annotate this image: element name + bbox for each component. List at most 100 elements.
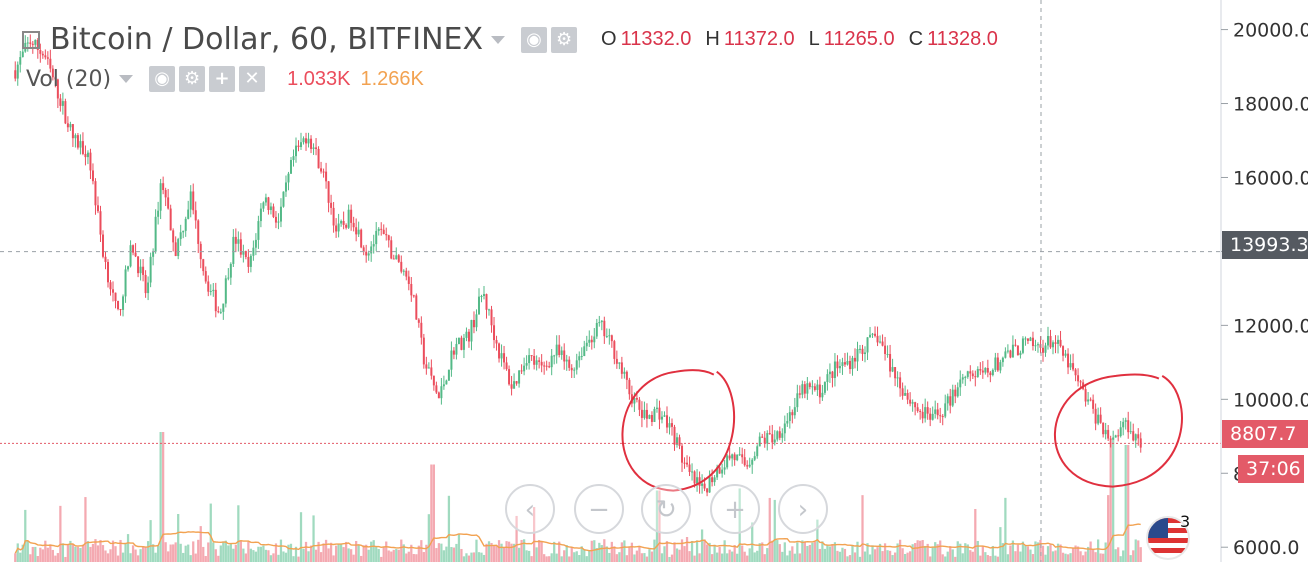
last-price-tag: 8807.7 (1222, 420, 1308, 448)
volume-bar (327, 548, 330, 562)
chevron-down-icon[interactable] (119, 75, 134, 83)
candle-body (472, 319, 475, 328)
close-icon[interactable]: ✕ (239, 66, 266, 92)
eye-icon[interactable]: ◉ (149, 66, 176, 92)
candle-body (177, 239, 180, 256)
zoom-in-button[interactable]: + (710, 484, 760, 534)
volume-bar (916, 540, 919, 562)
candle-body (593, 336, 596, 343)
volume-bar (893, 552, 897, 562)
candle-body (420, 322, 423, 338)
volume-bar (410, 544, 413, 562)
zoom-out-button[interactable]: − (574, 484, 624, 534)
candle-body (706, 488, 709, 493)
candle-body (244, 251, 247, 258)
volume-bar (548, 556, 551, 562)
gear-icon[interactable]: ⚙ (551, 26, 578, 53)
candle-body (1011, 344, 1014, 358)
volume-bar (949, 546, 952, 562)
candle-body (39, 50, 42, 54)
plus-icon[interactable]: + (209, 66, 236, 92)
candle-body (944, 403, 947, 417)
volume-bar (480, 552, 483, 562)
candle-body (871, 333, 874, 335)
candle-body (788, 412, 791, 421)
gear-icon[interactable]: ⚙ (179, 66, 206, 92)
notification-badge: 3 (1180, 512, 1191, 531)
volume-bar (59, 505, 62, 562)
candle-body (1016, 345, 1019, 356)
volume-bar (352, 554, 355, 562)
volume-bar (157, 545, 160, 562)
volume-bar (635, 550, 639, 562)
candle-body (936, 409, 939, 416)
volume-bar (282, 551, 285, 562)
candle-body (207, 281, 210, 292)
volume-bar (713, 544, 716, 562)
candle-body (34, 39, 37, 45)
volume-bar (871, 545, 874, 562)
candle-body (585, 342, 588, 347)
candle-body (84, 153, 87, 158)
candle-body (731, 454, 734, 459)
volume-label[interactable]: Vol (20) (26, 66, 112, 92)
scroll-right-button[interactable]: › (778, 484, 828, 534)
volume-bar (314, 549, 318, 562)
collapse-icon[interactable] (22, 30, 40, 49)
volume-bar (1006, 554, 1010, 562)
volume-bar (783, 542, 786, 562)
volume-bar (1076, 546, 1080, 562)
candle-body (247, 257, 250, 267)
scroll-left-button[interactable]: ‹ (505, 484, 555, 534)
candle-body (693, 471, 696, 484)
volume-bar (1066, 554, 1070, 562)
flag-icon[interactable] (1146, 516, 1190, 560)
candle-body (851, 357, 854, 370)
volume-bar (197, 539, 200, 562)
symbol-title[interactable]: Bitcoin / Dollar, 60, BITFINEX (50, 22, 484, 57)
candle-body (999, 362, 1002, 371)
volume-bar (19, 552, 22, 562)
volume-bar (921, 540, 924, 562)
candle-body (302, 138, 305, 143)
volume-bar (482, 554, 486, 562)
volume-bar (405, 553, 408, 562)
candle-body (127, 266, 130, 270)
candle-body (633, 397, 636, 404)
candle-body (831, 371, 834, 379)
candle-body (525, 363, 528, 366)
volume-bar (204, 556, 207, 562)
volume-bar (222, 541, 225, 562)
volume-bar (334, 545, 338, 562)
candle-body (1049, 336, 1052, 348)
volume-bar (645, 556, 649, 562)
candle-body (518, 370, 521, 384)
volume-bar (883, 543, 887, 562)
candle-body (971, 373, 974, 377)
candle-body (803, 384, 806, 394)
chevron-down-icon[interactable] (491, 35, 506, 44)
candle-body (688, 464, 691, 472)
candle-body (310, 138, 313, 149)
volume-bar (497, 540, 501, 562)
candle-body (540, 361, 543, 366)
candle-body (1134, 434, 1137, 441)
candle-body (465, 331, 468, 338)
candle-body (407, 276, 410, 284)
candle-body (340, 221, 343, 224)
volume-bar (530, 556, 533, 562)
volume-bar (207, 542, 210, 562)
volume-bar (974, 508, 977, 562)
volume-bar (212, 542, 215, 562)
volume-bar (91, 543, 95, 562)
candle-body (372, 244, 375, 247)
reset-chart-button[interactable]: ↻ (641, 484, 691, 534)
volume-bar (838, 551, 842, 562)
volume-bar (427, 514, 430, 562)
candle-body (816, 384, 819, 390)
candle-body (796, 393, 799, 408)
eye-icon[interactable]: ◉ (521, 26, 548, 53)
candle-body (1104, 429, 1107, 435)
volume-bar (164, 542, 167, 562)
